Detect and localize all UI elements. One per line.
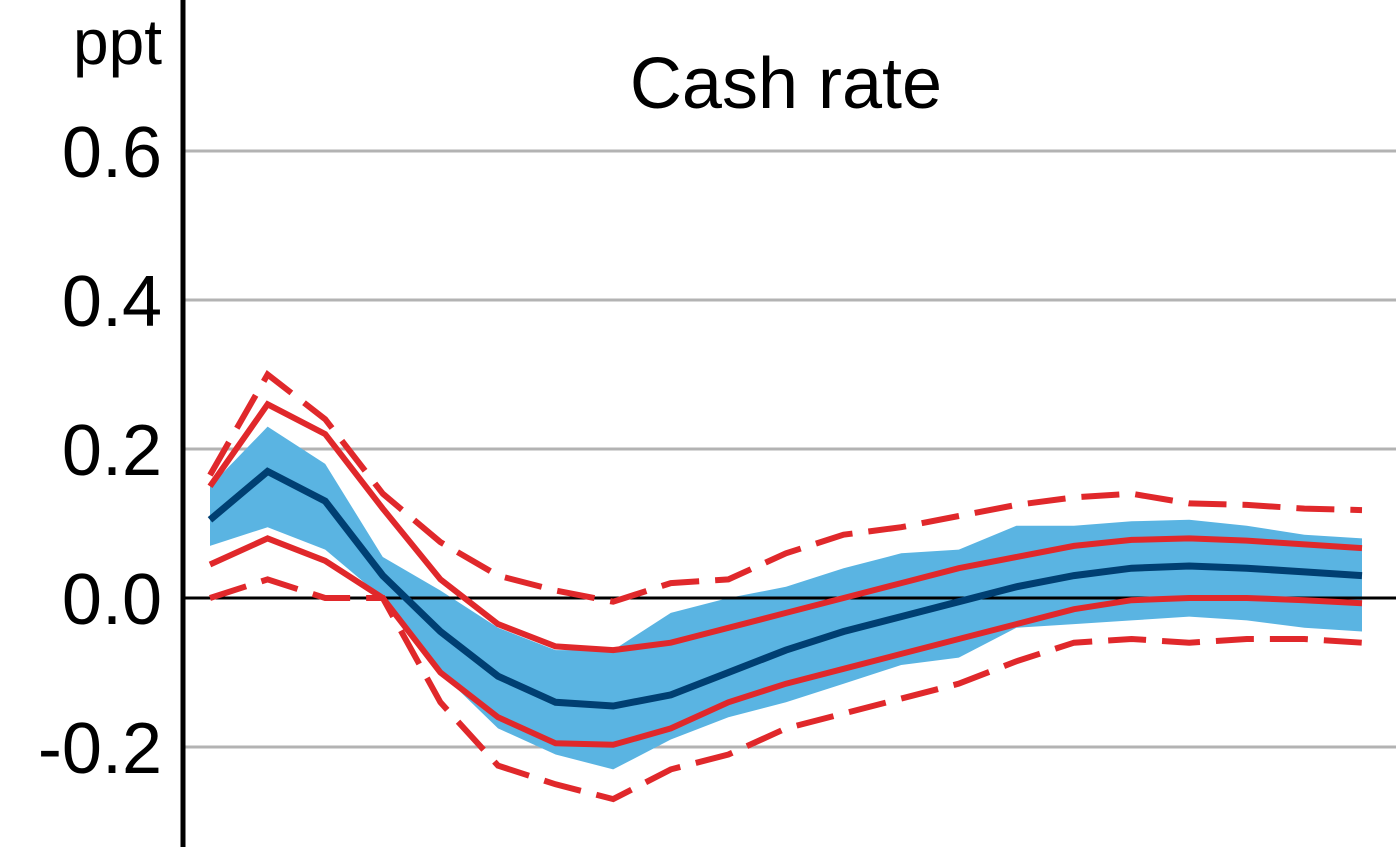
- series-line-lower-outer: [209, 576, 1363, 803]
- gridlines: [183, 149, 1396, 749]
- y-tick-label: 0.4: [62, 262, 162, 342]
- y-tick-label: -0.2: [38, 709, 162, 789]
- y-tick-label: 0.0: [62, 560, 162, 640]
- series-lines: [207, 370, 1363, 803]
- y-unit-label: ppt: [73, 6, 162, 78]
- series-line-median: [207, 467, 1363, 710]
- chart-title: Cash rate: [630, 44, 942, 124]
- series-line-upper-inner: [207, 400, 1363, 654]
- series-line-upper-outer: [207, 370, 1363, 605]
- series-line-lower-inner: [208, 535, 1363, 748]
- y-tick-label: 0.6: [62, 113, 162, 193]
- y-tick-label: 0.2: [62, 411, 162, 491]
- y-tick-labels: 0.6 0.4 0.2 0.0 -0.2: [38, 113, 162, 789]
